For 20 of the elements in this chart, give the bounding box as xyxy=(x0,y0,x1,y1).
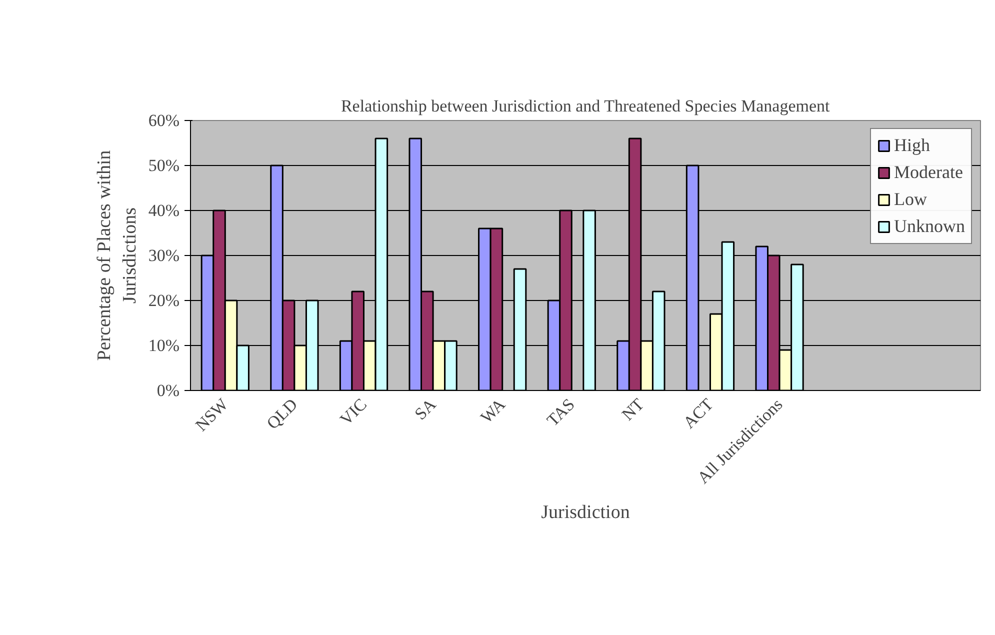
x-tick-label: QLD xyxy=(263,394,302,433)
y-tick-label: 0% xyxy=(156,381,180,400)
legend-label: Unknown xyxy=(894,216,965,237)
x-tick-label: SA xyxy=(410,394,440,424)
y-tick-label: 30% xyxy=(148,246,180,265)
y-tick-label: 50% xyxy=(148,156,180,175)
legend-label: Low xyxy=(894,189,927,210)
y-tick-label: 10% xyxy=(148,336,180,355)
x-tick-label: TAS xyxy=(543,394,578,430)
y-axis-title: Percentage of Places within Jurisdictions xyxy=(94,150,140,361)
y-tick-label: 40% xyxy=(148,201,180,220)
legend-label: Moderate xyxy=(894,162,963,183)
x-tick-label: WA xyxy=(476,394,510,427)
x-axis-title: Jurisdiction xyxy=(541,502,630,524)
y-tick-label: 60% xyxy=(148,111,180,130)
x-tick-label: VIC xyxy=(336,394,370,429)
chart-title: Relationship between Jurisdiction and Threatened Species Management xyxy=(340,96,830,116)
y-tick-label: 20% xyxy=(148,291,180,310)
legend-label: High xyxy=(894,135,930,156)
x-tick-label: NT xyxy=(618,394,648,424)
